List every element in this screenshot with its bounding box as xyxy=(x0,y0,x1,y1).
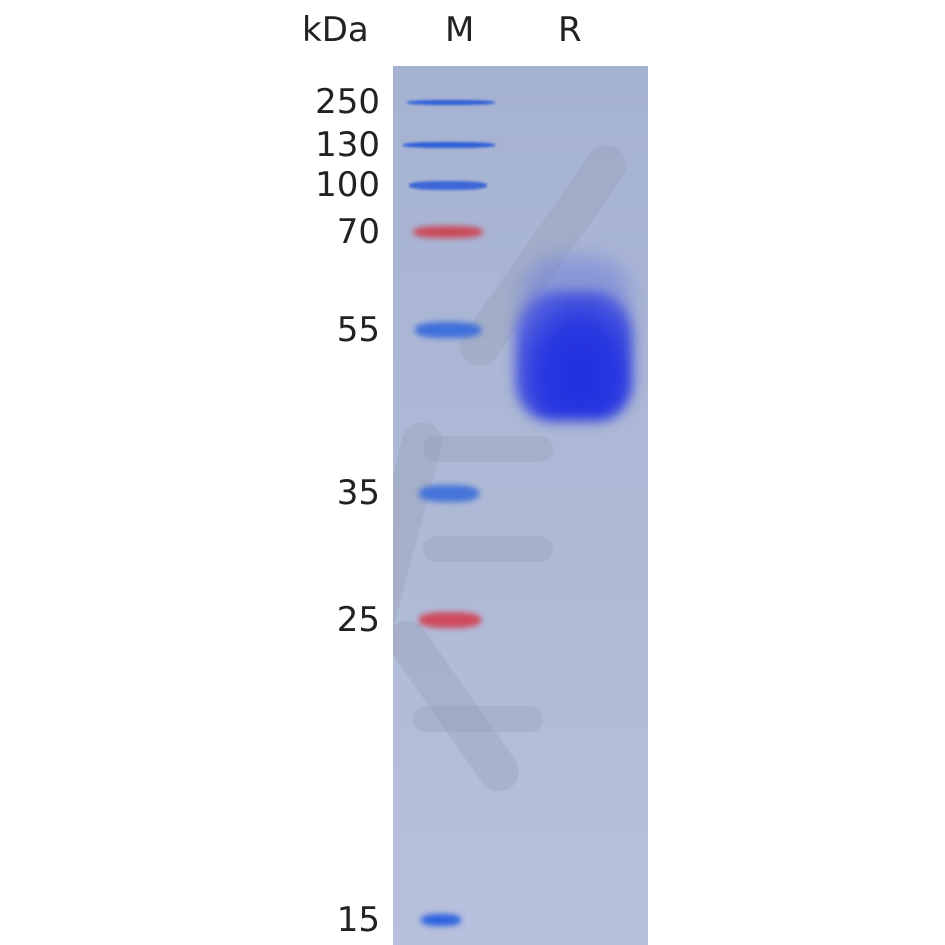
lane-label-marker: M xyxy=(445,10,475,50)
marker-label-100: 100 xyxy=(315,165,380,205)
marker-label-70: 70 xyxy=(336,212,380,252)
lane-label-sample: R xyxy=(558,10,582,50)
marker-band-55 xyxy=(415,322,481,338)
marker-band-15 xyxy=(421,914,461,926)
marker-band-130 xyxy=(403,142,495,148)
watermark-stroke xyxy=(423,436,553,462)
watermark-stroke xyxy=(423,536,553,562)
marker-label-35: 35 xyxy=(336,473,380,513)
marker-band-70 xyxy=(413,226,483,238)
marker-label-15: 15 xyxy=(336,900,380,940)
marker-label-25: 25 xyxy=(336,600,380,640)
marker-label-55: 55 xyxy=(336,310,380,350)
marker-band-250 xyxy=(407,99,495,105)
gel-image xyxy=(393,66,648,945)
watermark-stroke xyxy=(413,706,543,732)
marker-band-100 xyxy=(409,180,487,190)
marker-band-35 xyxy=(419,484,479,502)
marker-band-25 xyxy=(419,612,481,628)
marker-label-130: 130 xyxy=(315,125,380,165)
marker-label-250: 250 xyxy=(315,82,380,122)
sample-band xyxy=(515,291,633,421)
kda-unit-label: kDa xyxy=(302,10,369,50)
